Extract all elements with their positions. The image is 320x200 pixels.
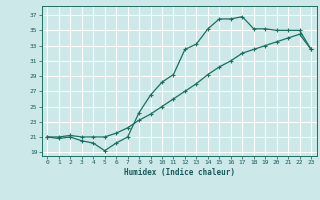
X-axis label: Humidex (Indice chaleur): Humidex (Indice chaleur) [124, 168, 235, 177]
